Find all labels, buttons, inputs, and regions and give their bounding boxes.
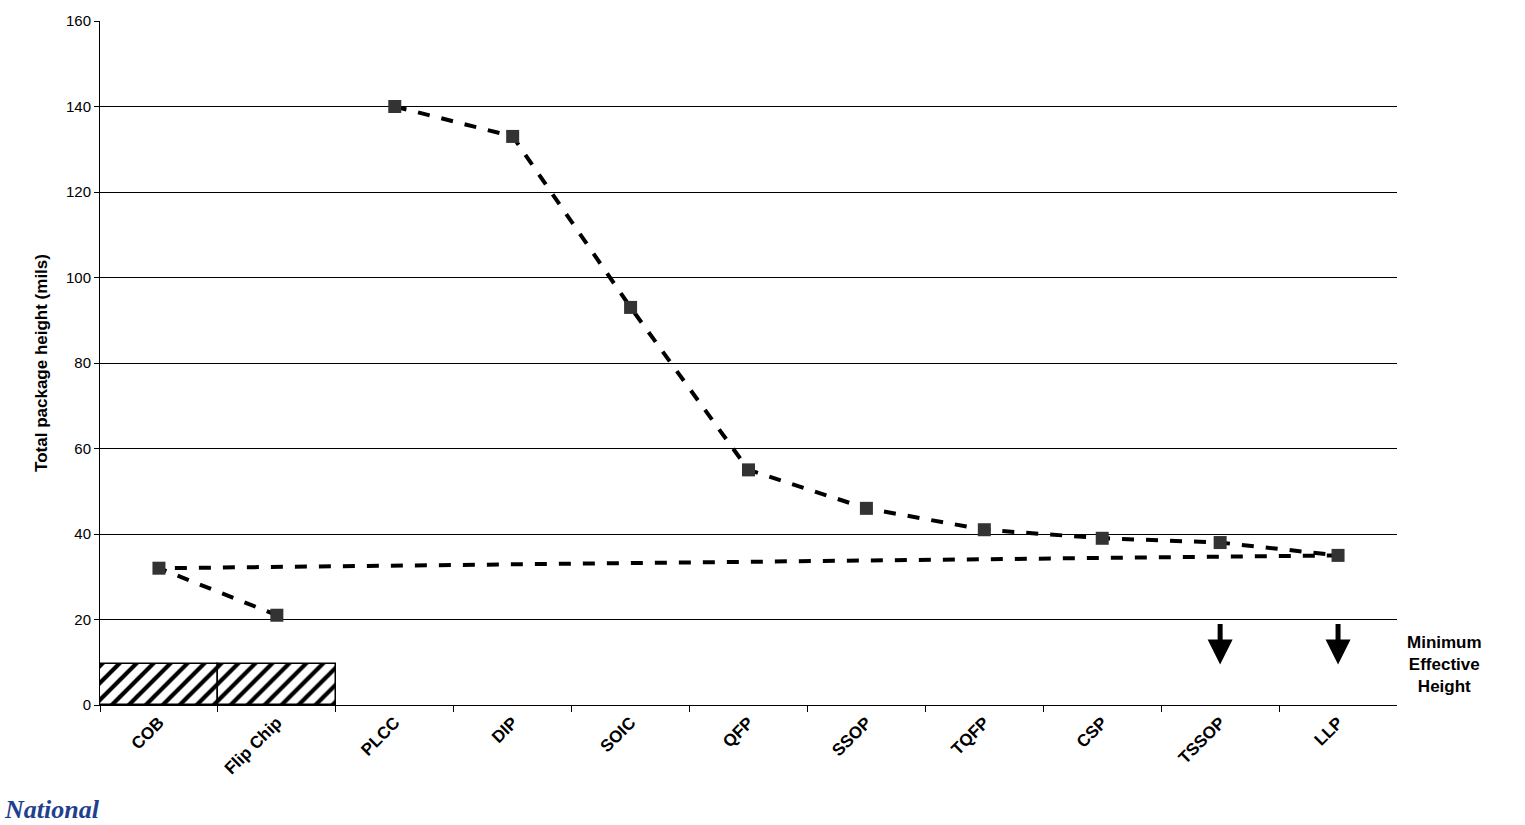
svg-text:100: 100 — [66, 269, 91, 286]
svg-text:LLP: LLP — [1311, 713, 1347, 749]
svg-text:20: 20 — [74, 611, 91, 628]
svg-text:160: 160 — [66, 12, 91, 29]
svg-text:MinimumEffectiveHeight: MinimumEffectiveHeight — [1407, 633, 1482, 696]
svg-text:DIP: DIP — [488, 713, 521, 746]
svg-text:SOIC: SOIC — [597, 713, 640, 756]
svg-text:TSSOP: TSSOP — [1175, 713, 1229, 767]
svg-text:Flip Chip: Flip Chip — [221, 713, 286, 778]
svg-text:QFP: QFP — [719, 713, 757, 751]
svg-text:TQFP: TQFP — [948, 713, 993, 758]
svg-text:National: National — [4, 795, 100, 824]
svg-text:0: 0 — [83, 696, 91, 713]
svg-text:CSP: CSP — [1073, 713, 1111, 751]
svg-text:60: 60 — [74, 440, 91, 457]
svg-text:SSOP: SSOP — [828, 713, 875, 760]
svg-text:80: 80 — [74, 354, 91, 371]
svg-text:40: 40 — [74, 525, 91, 542]
svg-text:140: 140 — [66, 98, 91, 115]
svg-text:COB: COB — [128, 713, 168, 753]
svg-text:120: 120 — [66, 183, 91, 200]
svg-text:Total package height (mils): Total package height (mils) — [32, 254, 51, 472]
svg-text:PLCC: PLCC — [357, 713, 403, 759]
